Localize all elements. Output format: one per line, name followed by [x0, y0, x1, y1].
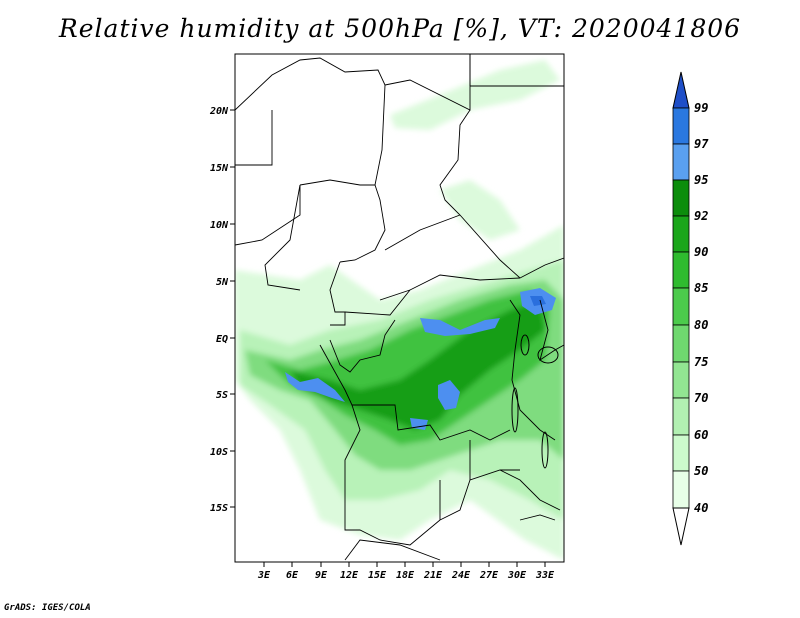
lon-tick-label: 3E [257, 570, 271, 581]
rh-core-97-east [530, 296, 546, 306]
colorbar-label: 70 [694, 391, 708, 405]
lon-axis: 3E 6E 9E 12E 15E 18E 21E 24E 27E 30E 33E [257, 562, 555, 581]
colorbar-label: 99 [694, 101, 708, 115]
lat-tick-label: 15N [210, 163, 229, 174]
colorbar-label: 80 [694, 318, 708, 332]
lat-tick-label: 20N [209, 106, 229, 117]
lon-tick-label: 12E [340, 570, 359, 581]
lon-tick-label: 24E [451, 570, 471, 581]
lat-tick-label: 5S [216, 390, 228, 401]
colorbar-segment [672, 397, 690, 436]
lon-tick-label: 27E [479, 570, 499, 581]
lat-tick-label: 10S [210, 447, 228, 458]
lat-tick-label: 5N [216, 277, 229, 288]
colorbar-segment [672, 215, 690, 253]
credit-label: GrADS: IGES/COLA [4, 603, 91, 613]
colorbar-label: 40 [694, 501, 708, 515]
humidity-field [235, 60, 564, 560]
map-frame [234, 53, 565, 563]
colorbar-segment [672, 143, 690, 181]
lat-tick-label: 15S [210, 503, 228, 514]
colorbar: 99 97 95 92 90 85 80 75 70 60 50 40 [672, 71, 709, 546]
rh-core-95-west [285, 372, 345, 402]
colorbar-segment [672, 179, 690, 217]
colorbar-label: 92 [694, 209, 708, 223]
colorbar-segment [672, 287, 690, 326]
colorbar-top-arrow [672, 71, 690, 109]
lon-tick-label: 30E [507, 570, 527, 581]
country-borders [235, 54, 564, 561]
lat-axis: 20N 15N 10N 5N EQ 5S 10S 15S [209, 106, 235, 514]
colorbar-label: 97 [694, 137, 709, 151]
colorbar-label: 50 [694, 464, 708, 478]
colorbar-label: 75 [694, 355, 708, 369]
colorbar-label: 95 [694, 173, 708, 187]
colorbar-label: 85 [694, 281, 708, 295]
lat-tick-label: 10N [210, 220, 229, 231]
lon-tick-label: 6E [286, 570, 299, 581]
rh-region-light-east [440, 180, 520, 240]
colorbar-segment [672, 470, 690, 509]
colorbar-segment [672, 324, 690, 363]
colorbar-segment [672, 107, 690, 145]
lon-tick-label: 18E [396, 570, 415, 581]
lon-tick-label: 21E [423, 570, 443, 581]
colorbar-segment [672, 434, 690, 472]
lon-tick-label: 15E [368, 570, 387, 581]
rh-core-95-central [420, 318, 500, 336]
colorbar-segment [672, 361, 690, 399]
rh-core-95-south [438, 380, 460, 410]
rh-region-light-north [390, 60, 560, 130]
colorbar-label: 90 [694, 245, 708, 259]
colorbar-segment [672, 251, 690, 289]
chart-title: Relative humidity at 500hPa [%], VT: 202… [58, 14, 742, 43]
rh-region-92 [290, 300, 545, 430]
lon-tick-label: 33E [535, 570, 555, 581]
lat-tick-label: EQ [216, 334, 228, 345]
colorbar-label: 60 [694, 428, 708, 442]
colorbar-bottom-arrow [672, 507, 690, 546]
lon-tick-label: 9E [315, 570, 328, 581]
lakes [511, 334, 559, 469]
